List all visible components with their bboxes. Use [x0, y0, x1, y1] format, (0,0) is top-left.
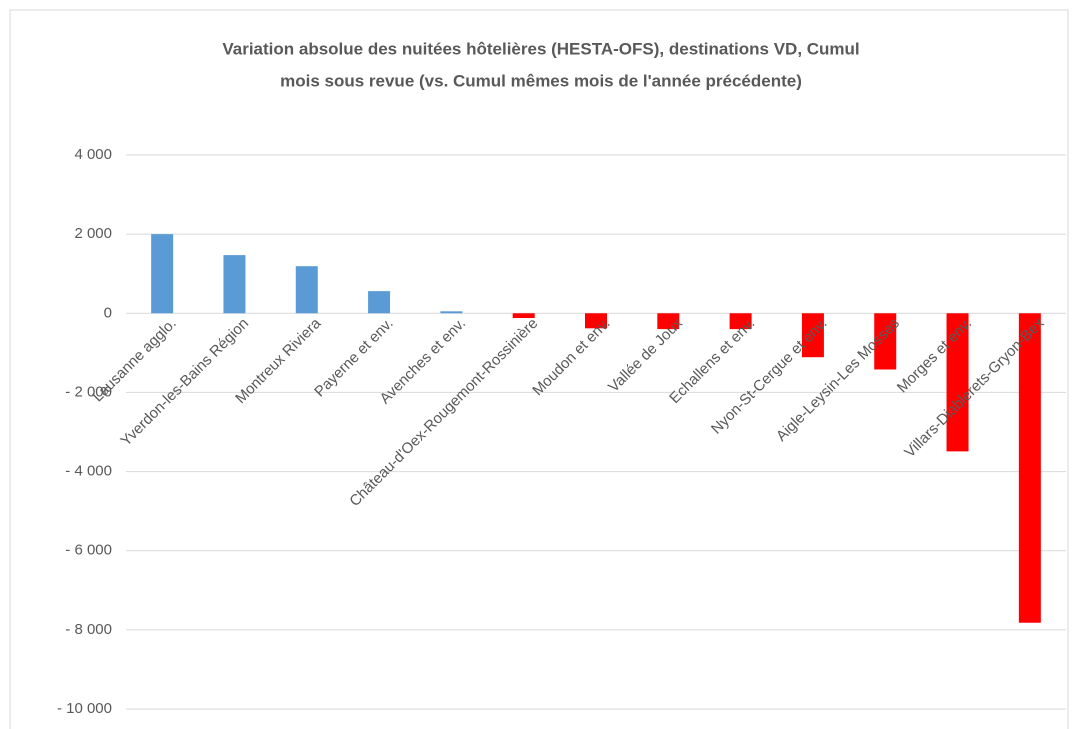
y-tick-label: 0: [104, 304, 112, 321]
bar: [151, 234, 174, 314]
y-tick-label: - 10 000: [57, 700, 112, 717]
chart-frame: [9, 9, 1069, 729]
bar: [440, 311, 463, 314]
bar: [729, 313, 752, 330]
bar: [946, 313, 969, 452]
bar: [1018, 313, 1041, 623]
bar: [801, 313, 824, 358]
chart-title: Variation absolue des nuitées hôtelières…: [222, 39, 859, 58]
chart-title: mois sous revue (vs. Cumul mêmes mois de…: [280, 71, 802, 90]
bar: [585, 313, 607, 329]
bar: [295, 266, 318, 314]
bar: [512, 313, 535, 319]
bar: [874, 313, 897, 370]
y-tick-label: 4 000: [74, 146, 112, 163]
y-tick-label: - 4 000: [65, 463, 112, 480]
bar: [657, 313, 680, 330]
y-tick-label: - 8 000: [65, 621, 112, 638]
y-tick-label: - 2 000: [65, 383, 112, 400]
bar: [368, 291, 391, 314]
y-tick-label: 2 000: [74, 225, 112, 242]
bar: [223, 255, 246, 314]
y-tick-label: - 6 000: [65, 542, 112, 559]
